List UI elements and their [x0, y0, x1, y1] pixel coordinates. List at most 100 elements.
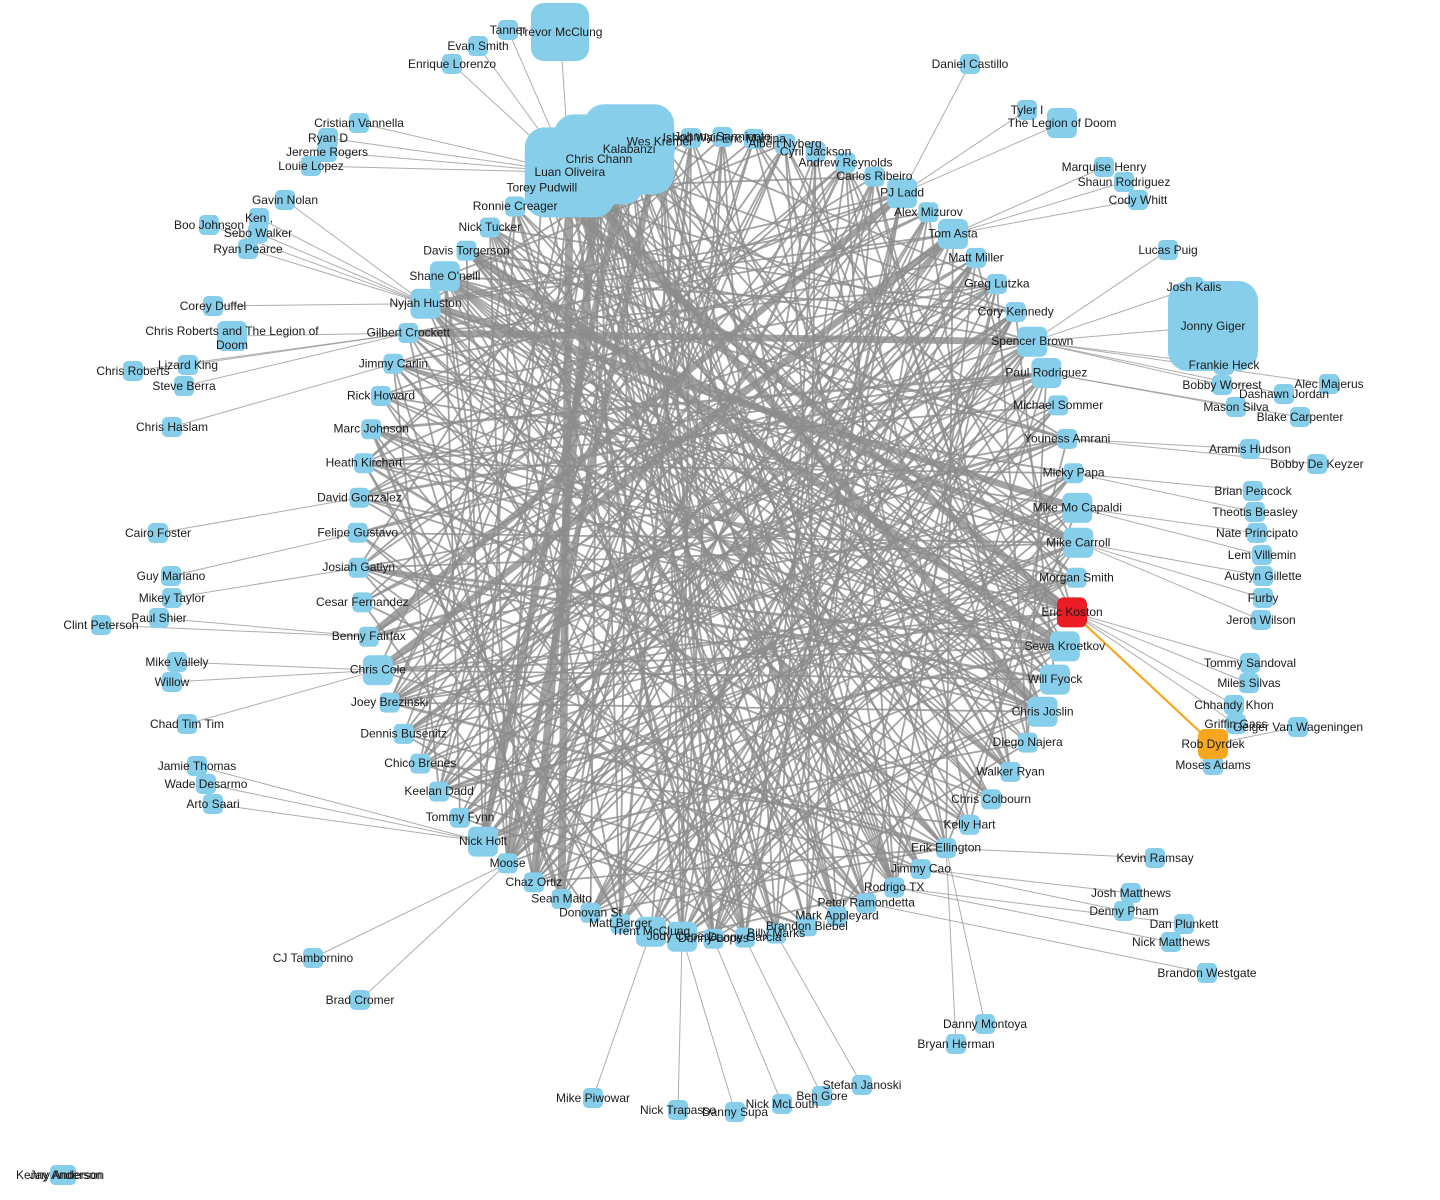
svg-text:Nick Holt: Nick Holt — [459, 834, 508, 848]
svg-text:Greg Lutzka: Greg Lutzka — [964, 277, 1030, 291]
svg-text:Micky Papa: Micky Papa — [1043, 466, 1105, 480]
svg-text:Blake Carpenter: Blake Carpenter — [1257, 410, 1344, 424]
svg-text:Carlos Ribeiro: Carlos Ribeiro — [836, 169, 912, 183]
svg-text:Luan Oliveira: Luan Oliveira — [534, 165, 605, 179]
svg-text:Guy Mariano: Guy Mariano — [137, 569, 206, 583]
svg-text:Brandon Westgate: Brandon Westgate — [1157, 966, 1257, 980]
svg-text:Wade Desarmo: Wade Desarmo — [165, 777, 248, 791]
svg-text:Shaun Rodriguez: Shaun Rodriguez — [1078, 175, 1171, 189]
svg-text:Ken ,: Ken , — [245, 211, 273, 225]
svg-text:Tommy Fynn: Tommy Fynn — [426, 810, 495, 824]
svg-text:Ronnie Creager: Ronnie Creager — [473, 199, 558, 213]
svg-text:Tommy Sandoval: Tommy Sandoval — [1204, 656, 1296, 670]
svg-text:Donovan St: Donovan St — [559, 905, 622, 919]
svg-text:Morgan Smith: Morgan Smith — [1039, 570, 1114, 584]
svg-text:Aramis Hudson: Aramis Hudson — [1209, 442, 1291, 456]
svg-text:Nate Principato: Nate Principato — [1216, 526, 1298, 540]
svg-text:Lem Villemin: Lem Villemin — [1228, 548, 1296, 562]
svg-text:Josh Matthews: Josh Matthews — [1091, 886, 1171, 900]
svg-text:Stefan Janoski: Stefan Janoski — [823, 1078, 902, 1092]
svg-text:CJ Tambornino: CJ Tambornino — [273, 951, 354, 965]
svg-text:Erik Ellington: Erik Ellington — [911, 841, 981, 855]
svg-text:Josiah Gatlyn: Josiah Gatlyn — [322, 560, 395, 574]
svg-text:Paul Rodriguez: Paul Rodriguez — [1005, 366, 1087, 380]
svg-text:Tanner: Tanner — [490, 23, 527, 37]
svg-text:Denny Pham: Denny Pham — [1089, 904, 1158, 918]
svg-text:Diego Najera: Diego Najera — [993, 735, 1063, 749]
svg-text:Chris Roberts and The Legion o: Chris Roberts and The Legion of — [145, 324, 319, 338]
svg-text:Nick Matthews: Nick Matthews — [1132, 935, 1210, 949]
svg-text:Marc Johnson: Marc Johnson — [334, 422, 409, 436]
svg-text:Eric Koston: Eric Koston — [1041, 605, 1102, 619]
svg-text:Dennis Busenitz: Dennis Busenitz — [360, 726, 447, 740]
svg-text:Alex Mizurov: Alex Mizurov — [894, 205, 963, 219]
svg-text:Chris Cole: Chris Cole — [350, 663, 406, 677]
svg-text:Moses Adams: Moses Adams — [1175, 758, 1250, 772]
svg-text:PJ Ladd: PJ Ladd — [880, 186, 924, 200]
svg-text:Felipe Gustavo: Felipe Gustavo — [317, 525, 398, 539]
svg-text:Nyjah Huston: Nyjah Huston — [389, 296, 461, 310]
svg-text:Mikey Taylor: Mikey Taylor — [139, 591, 205, 605]
svg-text:Chris Haslam: Chris Haslam — [136, 420, 208, 434]
svg-text:Sewa Kroetkov: Sewa Kroetkov — [1024, 639, 1105, 653]
svg-text:Youness Amrani: Youness Amrani — [1024, 431, 1110, 445]
svg-text:Paul Shier: Paul Shier — [131, 611, 186, 625]
svg-text:Miles Silvas: Miles Silvas — [1217, 676, 1280, 690]
svg-text:Bryan Herman: Bryan Herman — [917, 1037, 994, 1051]
svg-text:Mike Mo Capaldi: Mike Mo Capaldi — [1033, 500, 1122, 514]
svg-text:Torey Pudwill: Torey Pudwill — [506, 181, 577, 195]
svg-text:Doom: Doom — [216, 338, 248, 352]
svg-text:Danny Montoya: Danny Montoya — [943, 1017, 1027, 1031]
svg-text:Chris Colbourn: Chris Colbourn — [951, 792, 1031, 806]
svg-text:Rick Howard: Rick Howard — [347, 389, 415, 403]
svg-text:Chhandy Khon: Chhandy Khon — [1194, 698, 1273, 712]
svg-text:Chad Tim Tim: Chad Tim Tim — [150, 717, 224, 731]
svg-text:David Gonzalez: David Gonzalez — [317, 490, 402, 504]
svg-text:Rodrigo TX: Rodrigo TX — [864, 880, 924, 894]
svg-text:Willow: Willow — [155, 675, 190, 689]
svg-text:Theotis Beasley: Theotis Beasley — [1212, 505, 1297, 519]
svg-text:Louie Lopez: Louie Lopez — [278, 159, 343, 173]
svg-text:Chico Brenes: Chico Brenes — [384, 756, 456, 770]
svg-text:Frankie Heck: Frankie Heck — [1189, 358, 1261, 372]
svg-text:Brad Cromer: Brad Cromer — [326, 993, 395, 1007]
svg-text:Cory Kennedy: Cory Kennedy — [978, 305, 1054, 319]
svg-text:Clint Peterson: Clint Peterson — [63, 618, 138, 632]
svg-text:Andrew Reynolds: Andrew Reynolds — [798, 155, 892, 169]
svg-text:Ryan D: Ryan D — [308, 131, 348, 145]
svg-text:Jay Anderson: Jay Anderson — [30, 1168, 103, 1182]
svg-text:Lizard King: Lizard King — [158, 358, 218, 372]
svg-text:Sean Malto: Sean Malto — [531, 892, 592, 906]
svg-text:Kelly Hart: Kelly Hart — [943, 817, 996, 831]
svg-text:Benny Fairfax: Benny Fairfax — [332, 629, 406, 643]
svg-text:Sebo Walker: Sebo Walker — [224, 226, 292, 240]
svg-text:Trevor McClung: Trevor McClung — [518, 25, 603, 39]
svg-text:Mike Carroll: Mike Carroll — [1046, 535, 1110, 549]
svg-text:Furby: Furby — [1248, 591, 1279, 605]
svg-text:Mike Piwowar: Mike Piwowar — [556, 1091, 630, 1105]
svg-text:Cody Whitt: Cody Whitt — [1109, 193, 1168, 207]
svg-text:Jeron Wilson: Jeron Wilson — [1226, 613, 1295, 627]
svg-text:Rob Dyrdek: Rob Dyrdek — [1181, 737, 1245, 751]
svg-text:Steve Berra: Steve Berra — [152, 379, 216, 393]
svg-text:Jimmy Carlin: Jimmy Carlin — [359, 356, 428, 370]
svg-text:Will Fyock: Will Fyock — [1028, 672, 1084, 686]
svg-text:Corey Duffel: Corey Duffel — [180, 299, 246, 313]
svg-text:Brian Peacock: Brian Peacock — [1214, 484, 1292, 498]
svg-text:Daniel Castillo: Daniel Castillo — [932, 57, 1009, 71]
svg-text:Chris Joslin: Chris Joslin — [1012, 704, 1074, 718]
svg-text:Moose: Moose — [490, 856, 526, 870]
svg-text:Enrique Lorenzo: Enrique Lorenzo — [408, 57, 496, 71]
svg-text:Shane O'neill: Shane O'neill — [409, 269, 480, 283]
svg-text:Marquise Henry: Marquise Henry — [1062, 160, 1147, 174]
svg-text:Tom Asta: Tom Asta — [928, 227, 978, 241]
svg-text:Cesar Fernandez: Cesar Fernandez — [316, 595, 409, 609]
svg-text:Tyler I: Tyler I — [1011, 103, 1044, 117]
svg-text:Jonny Giger: Jonny Giger — [1181, 319, 1246, 333]
svg-text:Dan Plunkett: Dan Plunkett — [1150, 917, 1219, 931]
svg-text:The Legion of Doom: The Legion of Doom — [1008, 116, 1117, 130]
svg-text:Nick Tucker: Nick Tucker — [459, 220, 522, 234]
svg-text:Ryan Pearce: Ryan Pearce — [213, 242, 283, 256]
svg-text:Lucas Puig: Lucas Puig — [1138, 243, 1197, 257]
svg-text:Peter Ramondetta: Peter Ramondetta — [818, 896, 916, 910]
